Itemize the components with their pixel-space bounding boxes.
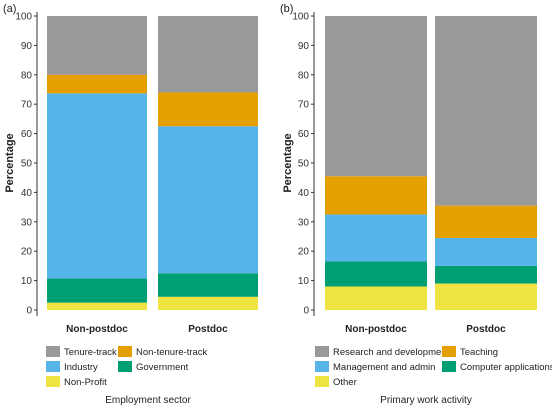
y-tick-label: 0 [303,306,309,317]
y-tick-label: 50 [298,159,310,170]
y-tick-label: 0 [26,306,32,317]
legend-label: Management and admin [333,362,435,373]
legend-label: Computer applications [460,362,552,373]
bar-segment [435,283,537,310]
legend-label: Industry [64,362,98,373]
legend-swatch [46,346,60,357]
legend-label: Teaching [460,347,498,358]
y-tick-label: 70 [21,100,33,111]
y-tick-label: 40 [298,188,310,199]
bar-segment [435,16,537,206]
legend-label: Other [333,377,357,388]
y-axis-label: Percentage [282,133,294,192]
legend-swatch [315,346,329,357]
bar-segment [435,237,537,266]
legend-swatch [442,346,456,357]
y-tick-label: 100 [292,12,309,23]
y-tick-label: 20 [298,247,310,258]
legend-title: Primary work activity [380,395,472,406]
x-tick-label: Non-postdoc [66,324,128,335]
bar-segment [47,93,147,279]
bar-segment [325,176,427,215]
legend-swatch [46,361,60,372]
legend-swatch [315,361,329,372]
legend-label: Government [136,362,189,373]
y-tick-label: 50 [21,159,33,170]
y-tick-label: 10 [21,276,33,287]
y-tick-label: 60 [21,129,33,140]
legend-swatch [315,376,329,387]
y-axis-label: Percentage [4,133,16,192]
bar-segment [158,126,258,274]
bar-segment [47,74,147,94]
y-tick-label: 80 [21,70,33,81]
y-tick-label: 30 [298,217,310,228]
legend-title: Employment sector [105,395,191,406]
bar-segment [47,16,147,75]
bar-segment [47,302,147,310]
y-tick-label: 10 [298,276,310,287]
bar-segment [158,273,258,297]
panel-label: (a) [3,3,16,15]
y-tick-label: 20 [21,247,33,258]
bar-segment [325,214,427,262]
panel-label: (b) [280,3,293,15]
legend-swatch [118,361,132,372]
bar-segment [158,296,258,310]
y-tick-label: 80 [298,70,310,81]
y-tick-label: 90 [21,41,33,52]
x-tick-label: Postdoc [466,324,506,335]
x-tick-label: Non-postdoc [345,324,407,335]
legend-label: Non-Profit [64,377,107,388]
y-tick-label: 70 [298,100,310,111]
legend-label: Tenure-track [64,347,117,358]
y-tick-label: 100 [15,12,32,23]
legend-swatch [442,361,456,372]
legend-label: Research and development [333,347,450,358]
bar-segment [325,16,427,177]
y-tick-label: 90 [298,41,310,52]
y-tick-label: 40 [21,188,33,199]
bar-segment [435,265,537,284]
bar-segment [158,16,258,93]
legend-label: Non-tenure-track [136,347,208,358]
bar-segment [325,261,427,287]
bar-segment [325,286,427,310]
bar-segment [47,278,147,303]
bar-segment [158,92,258,127]
y-tick-label: 60 [298,129,310,140]
y-tick-label: 30 [21,217,33,228]
bar-segment [435,205,537,238]
x-tick-label: Postdoc [188,324,228,335]
legend-swatch [118,346,132,357]
legend-swatch [46,376,60,387]
